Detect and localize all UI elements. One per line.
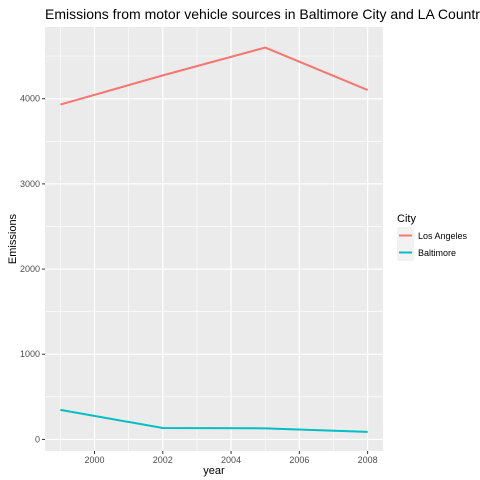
y-tick-label: 0 — [35, 434, 40, 444]
chart-title: Emissions from motor vehicle sources in … — [45, 6, 480, 22]
series-line-1 — [60, 408, 368, 433]
x-tick-label: 2002 — [153, 455, 173, 465]
legend-label: Los Angeles — [418, 231, 468, 241]
y-tick-label: 2000 — [20, 264, 40, 274]
y-axis-title: Emissions — [7, 213, 19, 264]
grid-lines — [45, 27, 383, 451]
y-tick-label: 3000 — [20, 179, 40, 189]
plot-panel — [45, 27, 383, 451]
y-tick-label: 4000 — [20, 94, 40, 104]
x-tick-label: 2008 — [358, 455, 378, 465]
y-tick-label: 1000 — [20, 349, 40, 359]
x-tick-label: 2006 — [289, 455, 309, 465]
series-line-0 — [60, 46, 369, 106]
x-tick-label: 2004 — [221, 455, 241, 465]
x-tick-label: 2000 — [84, 455, 104, 465]
x-axis-title: year — [203, 465, 225, 477]
legend-label: Baltimore — [418, 248, 456, 258]
legend-title: City — [397, 213, 416, 225]
x-axis-ticks: 2000 2002 2004 2006 2008 — [84, 451, 378, 465]
legend: City Los Angeles Baltimore — [397, 213, 468, 261]
y-axis-ticks: 0 1000 2000 3000 4000 — [20, 94, 45, 444]
series-lines — [60, 46, 369, 433]
